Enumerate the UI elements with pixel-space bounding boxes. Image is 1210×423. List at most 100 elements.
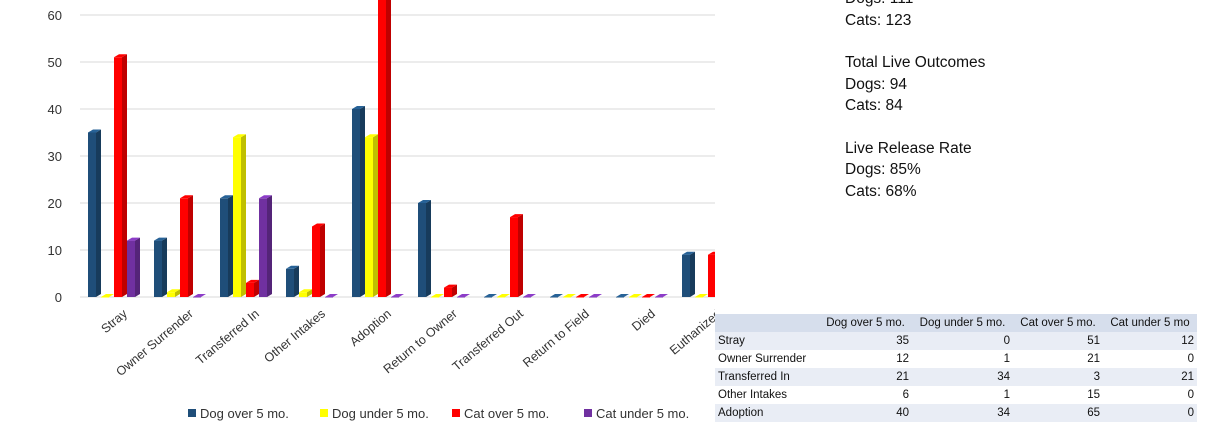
bar-dog-over-5-mo--other-intakes bbox=[286, 265, 299, 297]
bar-cat-over-5-mo--adoption bbox=[378, 0, 391, 297]
table-cell: 51 bbox=[1013, 332, 1103, 350]
chart-gridlines bbox=[80, 14, 715, 298]
bar-dog-under-5-mo--adoption bbox=[365, 134, 378, 297]
table-cell: 21 bbox=[819, 368, 912, 386]
bar-dog-under-5-mo--other-intakes bbox=[299, 289, 312, 297]
bar-cat-under-5-mo--adoption bbox=[391, 294, 404, 298]
row-label: Transferred In bbox=[715, 368, 819, 386]
column-header: Cat over 5 mo. bbox=[1013, 314, 1103, 332]
bar-cat-over-5-mo--stray bbox=[114, 54, 127, 297]
table-cell: 34 bbox=[912, 368, 1013, 386]
table-cell: 6 bbox=[819, 386, 912, 404]
table-cell: 12 bbox=[1103, 332, 1197, 350]
legend-swatch bbox=[188, 409, 196, 417]
legend-item: Dog over 5 mo. bbox=[188, 406, 289, 421]
y-tick-label: 60 bbox=[48, 8, 62, 23]
bar-dog-over-5-mo--return-to-field bbox=[550, 294, 563, 298]
bar-dog-under-5-mo--return-to-owner bbox=[431, 294, 444, 298]
cats-live-release-rate: Cats: 68% bbox=[845, 182, 917, 200]
chart-bars bbox=[88, 0, 715, 298]
cats-live-outcomes: Cats: 84 bbox=[845, 97, 903, 114]
cats-total-intake: Cats: 123 bbox=[845, 11, 912, 29]
y-tick-label: 40 bbox=[48, 102, 62, 117]
table-cell: 65 bbox=[1013, 404, 1103, 422]
y-tick-label: 10 bbox=[48, 243, 62, 258]
bar-cat-under-5-mo--stray bbox=[127, 237, 140, 297]
table-cell: 0 bbox=[912, 332, 1013, 350]
y-tick-label: 50 bbox=[48, 55, 62, 70]
table-cell: 3 bbox=[1013, 368, 1103, 386]
bar-dog-under-5-mo--transferred-in bbox=[233, 134, 246, 297]
x-tick-label: Return to Field bbox=[520, 307, 592, 370]
bar-cat-under-5-mo--return-to-field bbox=[589, 294, 602, 298]
y-tick-label: 30 bbox=[48, 149, 62, 164]
table-cell: 40 bbox=[819, 404, 912, 422]
legend-item: Cat over 5 mo. bbox=[452, 406, 549, 421]
summary-stats: Dogs: 111 Cats: 123 Total Live Outcomes … bbox=[845, 0, 985, 223]
table-cell: 15 bbox=[1013, 386, 1103, 404]
table-cell: 12 bbox=[819, 350, 912, 368]
x-tick-label: Transferred Out bbox=[450, 306, 527, 373]
table-row: Transferred In 21 34 3 21 bbox=[715, 368, 1197, 386]
row-label: Stray bbox=[715, 332, 819, 350]
bar-cat-over-5-mo--euthanized bbox=[708, 251, 715, 297]
table-cell: 0 bbox=[1103, 350, 1197, 368]
legend-label: Cat under 5 mo. bbox=[596, 406, 689, 421]
legend-item: Dog under 5 mo. bbox=[320, 406, 429, 421]
table-cell: 0 bbox=[1103, 386, 1197, 404]
bar-dog-under-5-mo--stray bbox=[101, 294, 114, 298]
legend-label: Cat over 5 mo. bbox=[464, 406, 549, 421]
legend-item: Cat under 5 mo. bbox=[584, 406, 689, 421]
column-header: Dog over 5 mo. bbox=[819, 314, 912, 332]
bar-dog-over-5-mo--transferred-in bbox=[220, 195, 233, 297]
table-cell: 21 bbox=[1103, 368, 1197, 386]
table-cell: 0 bbox=[1103, 404, 1197, 422]
bar-cat-under-5-mo--other-intakes bbox=[325, 294, 338, 298]
x-tick-label: Adoption bbox=[347, 307, 394, 349]
bar-dog-over-5-mo--adoption bbox=[352, 106, 365, 297]
table-cell: 1 bbox=[912, 386, 1013, 404]
y-tick-label: 0 bbox=[55, 290, 62, 305]
legend-swatch bbox=[320, 409, 328, 417]
bar-cat-over-5-mo--transferred-in bbox=[246, 279, 259, 297]
x-tick-label: Euthanized bbox=[667, 307, 715, 358]
bar-dog-under-5-mo--euthanized bbox=[695, 294, 708, 298]
dogs-total-intake: Dogs: 111 bbox=[845, 0, 985, 10]
legend-swatch bbox=[452, 409, 460, 417]
table-row: Other Intakes 6 1 15 0 bbox=[715, 386, 1197, 404]
bar-cat-under-5-mo--return-to-owner bbox=[457, 294, 470, 298]
dogs-live-outcomes: Dogs: 94 bbox=[845, 75, 908, 93]
legend-label: Dog over 5 mo. bbox=[200, 406, 289, 421]
bar-cat-under-5-mo--transferred-out bbox=[523, 294, 536, 298]
live-release-rate-group: Live Release Rate Dogs: 85% Cats: 68% bbox=[845, 138, 985, 203]
bar-dog-under-5-mo--owner-surrender bbox=[167, 289, 180, 297]
live-outcomes-title: Total Live Outcomes bbox=[845, 54, 986, 71]
row-label: Owner Surrender bbox=[715, 350, 819, 368]
bar-cat-under-5-mo--transferred-in bbox=[259, 195, 272, 297]
table-row: Stray 35 0 51 12 bbox=[715, 332, 1197, 350]
bar-cat-under-5-mo--died bbox=[655, 294, 668, 298]
column-header: Cat under 5 mo bbox=[1103, 314, 1197, 332]
bar-cat-under-5-mo--owner-surrender bbox=[193, 294, 206, 298]
bar-dog-over-5-mo--stray bbox=[88, 129, 101, 297]
bar-cat-over-5-mo--transferred-out bbox=[510, 214, 523, 297]
column-header: Dog under 5 mo. bbox=[912, 314, 1013, 332]
bar-dog-under-5-mo--died bbox=[629, 294, 642, 298]
bar-dog-over-5-mo--transferred-out bbox=[484, 294, 497, 298]
table-cell: 34 bbox=[912, 404, 1013, 422]
bar-dog-over-5-mo--euthanized bbox=[682, 251, 695, 297]
live-release-rate-title: Live Release Rate bbox=[845, 139, 972, 157]
data-table: Dog over 5 mo. Dog under 5 mo. Cat over … bbox=[715, 314, 1197, 422]
table-cell: 21 bbox=[1013, 350, 1103, 368]
y-tick-label: 20 bbox=[48, 196, 62, 211]
legend-swatch bbox=[584, 409, 592, 417]
bar-cat-over-5-mo--other-intakes bbox=[312, 223, 325, 297]
x-tick-label: Stray bbox=[99, 306, 131, 336]
bar-cat-over-5-mo--died bbox=[642, 294, 655, 298]
bar-dog-over-5-mo--owner-surrender bbox=[154, 237, 167, 297]
x-tick-label: Transferred In bbox=[193, 307, 262, 368]
bar-dog-over-5-mo--return-to-owner bbox=[418, 200, 431, 297]
x-tick-label: Died bbox=[629, 307, 658, 334]
